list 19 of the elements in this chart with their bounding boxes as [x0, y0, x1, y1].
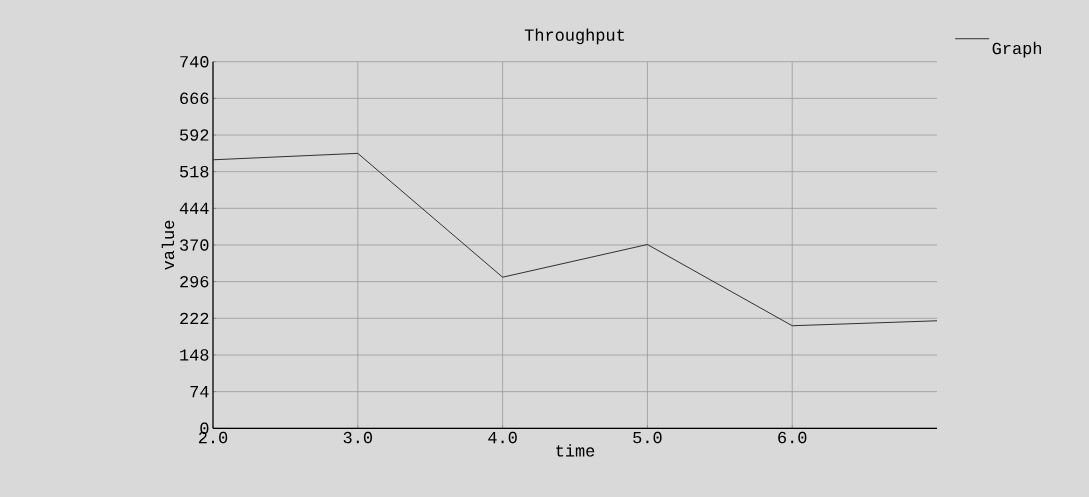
x-axis-title: time	[556, 444, 595, 457]
y-tick-label: 666	[180, 92, 209, 105]
legend-label: Graph	[992, 41, 1041, 58]
y-axis-title: value	[161, 220, 175, 270]
x-tick-label: 4.0	[488, 431, 517, 444]
x-tick-label: 5.0	[633, 431, 662, 444]
y-tick-label: 444	[179, 202, 209, 214]
y-tick-label: 148	[180, 349, 209, 361]
x-tick-label: 3.0	[343, 431, 373, 444]
x-tick-label: 6.0	[778, 431, 807, 444]
y-tick-label: 740	[180, 55, 209, 68]
chart-title: Throughput	[524, 28, 625, 45]
y-tick-label: 222	[180, 312, 209, 324]
y-tick-label: 74	[190, 386, 209, 398]
line-series	[213, 152, 937, 327]
y-tick-label: 518	[180, 165, 209, 178]
y-tick-label: 296	[180, 275, 209, 288]
y-tick-label: 592	[180, 129, 209, 141]
y-tick-label: 370	[180, 239, 209, 251]
